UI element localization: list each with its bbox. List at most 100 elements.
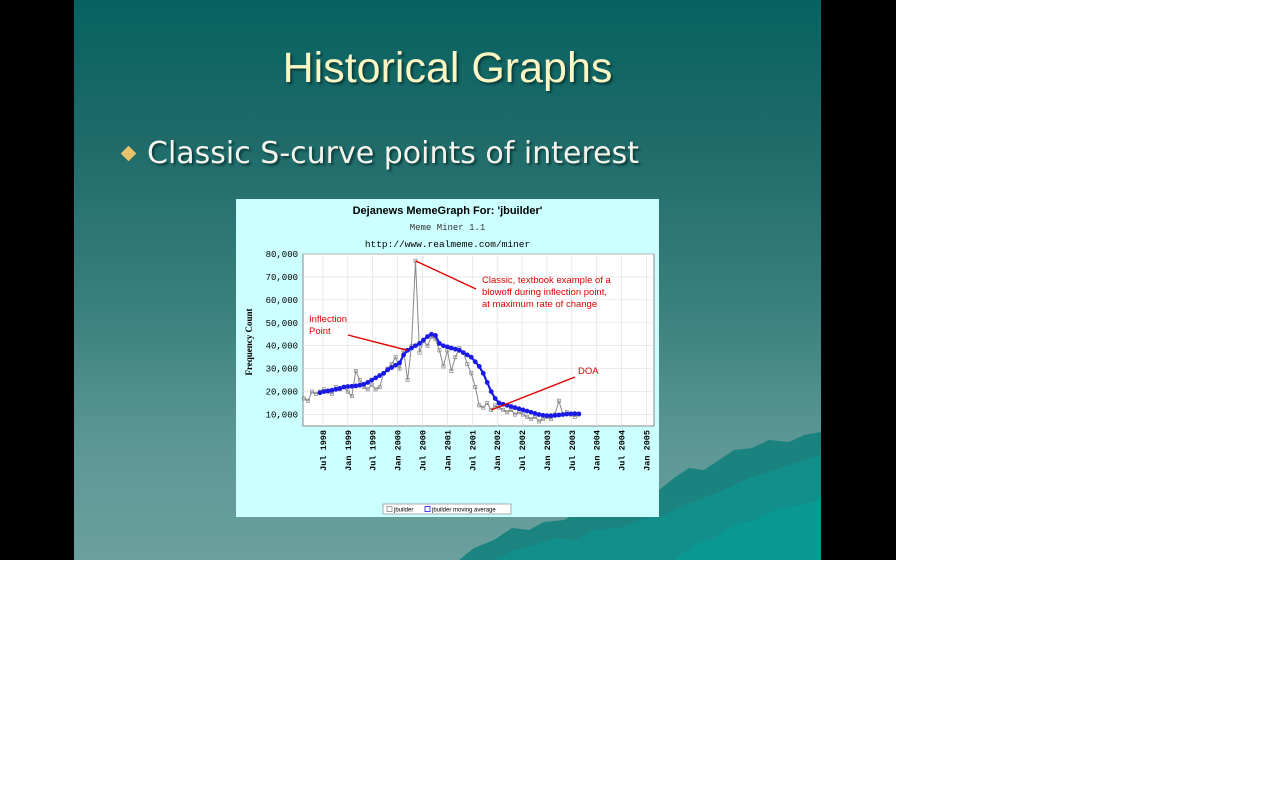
chart-subtitle-2: http://www.realmeme.com/miner [365, 239, 530, 250]
annotation-text: Classic, textbook example of a [482, 275, 612, 286]
annotation-text: Inflection [309, 314, 347, 325]
data-point [306, 398, 310, 403]
x-tick-label: Jan 2005 [643, 430, 653, 471]
data-point [524, 408, 530, 414]
data-point [405, 347, 410, 353]
data-point [556, 398, 561, 403]
data-point [552, 413, 558, 418]
data-point [572, 411, 578, 417]
data-point [441, 343, 446, 349]
data-point [536, 412, 542, 417]
data-point [544, 413, 550, 419]
presentation-slide: Historical Graphs Classic S-curve points… [74, 0, 821, 560]
data-point [369, 382, 374, 387]
data-point [313, 391, 318, 396]
x-tick-label: Jul 2002 [518, 430, 528, 471]
data-point [405, 378, 410, 383]
x-tick-label: Jan 2002 [493, 430, 503, 471]
data-point [329, 387, 335, 393]
x-tick-label: Jan 1999 [344, 430, 354, 471]
annotation-arrow [347, 334, 408, 351]
data-point [357, 378, 362, 383]
data-point [477, 403, 482, 408]
y-tick-label: 50,000 [266, 319, 298, 329]
diamond-bullet-icon [120, 145, 137, 162]
data-point [512, 405, 518, 411]
data-point [365, 387, 370, 392]
data-point [365, 380, 371, 385]
data-point [469, 371, 474, 376]
data-point [529, 417, 533, 422]
data-point [493, 403, 498, 408]
legend-label: jbuilder moving average [431, 508, 496, 514]
chart-subtitle-1: Meme Miner 1.1 [410, 223, 486, 233]
data-point [520, 407, 526, 413]
y-tick-label: 10,000 [266, 411, 298, 421]
data-point [441, 364, 446, 369]
annotation-text: DOA [578, 366, 599, 377]
annotation-text: Point [309, 326, 331, 337]
data-point [349, 383, 355, 389]
data-point [397, 360, 402, 366]
data-point [560, 412, 566, 417]
data-point [345, 389, 350, 394]
data-point [389, 365, 395, 370]
x-tick-label: Jul 1999 [369, 430, 379, 471]
data-point [488, 389, 494, 394]
data-point [425, 334, 430, 339]
data-point [317, 390, 323, 396]
data-point [377, 373, 383, 378]
data-point [448, 345, 454, 351]
data-point [369, 377, 375, 383]
legend-label: jbuilder [393, 508, 413, 514]
data-point [516, 406, 522, 412]
series-line [303, 260, 580, 423]
data-point [456, 347, 462, 353]
data-point [453, 355, 458, 360]
legend-swatch [386, 506, 393, 512]
data-point [397, 366, 402, 371]
x-tick-label: Jul 2000 [418, 430, 428, 471]
data-point [337, 385, 343, 391]
annotation-text: blowoff during inflection point, [482, 287, 607, 298]
mountains-decoration [459, 432, 821, 560]
data-point [433, 333, 438, 338]
data-point [373, 387, 378, 392]
data-point [349, 394, 354, 399]
data-point [473, 385, 478, 389]
data-point [513, 412, 518, 417]
data-point [484, 380, 490, 385]
plot-area [302, 253, 655, 427]
data-point [508, 404, 514, 409]
y-tick-label: 40,000 [266, 342, 298, 352]
data-point [556, 412, 562, 418]
legend-box [382, 503, 512, 515]
x-tick-label: Jul 2004 [618, 430, 628, 471]
data-point [532, 410, 538, 416]
data-point [353, 369, 358, 373]
data-point [449, 369, 454, 373]
data-point [333, 386, 339, 392]
data-point [321, 389, 327, 394]
data-point [413, 343, 418, 349]
annotation-arrow [490, 376, 576, 411]
data-point [421, 337, 426, 343]
chart-title: Dejanews MemeGraph For: 'jbuilder' [353, 205, 543, 217]
x-ticks: Jul 1998 Jan 1999 Jul 1999 Jan 2000 Jul 2000… [319, 430, 653, 471]
data-point [460, 350, 466, 356]
data-point [353, 383, 359, 389]
annotation-arrow [415, 260, 477, 290]
bullet-item: Classic S-curve points of interest [120, 136, 639, 171]
legend-swatch [424, 506, 431, 512]
data-point [525, 414, 529, 419]
y-tick-label: 20,000 [266, 388, 298, 398]
data-point [505, 410, 510, 415]
data-point [476, 363, 482, 369]
slide-viewer: Historical Graphs Classic S-curve points… [0, 0, 896, 560]
y-ticks: 10,000 20,000 30,000 40,000 50,000 60,000 70,0… [266, 250, 298, 421]
y-tick-label: 60,000 [266, 296, 298, 306]
x-tick-label: Jan 2000 [394, 430, 404, 471]
data-point [444, 344, 450, 350]
slide-title: Historical Graphs [282, 44, 613, 92]
